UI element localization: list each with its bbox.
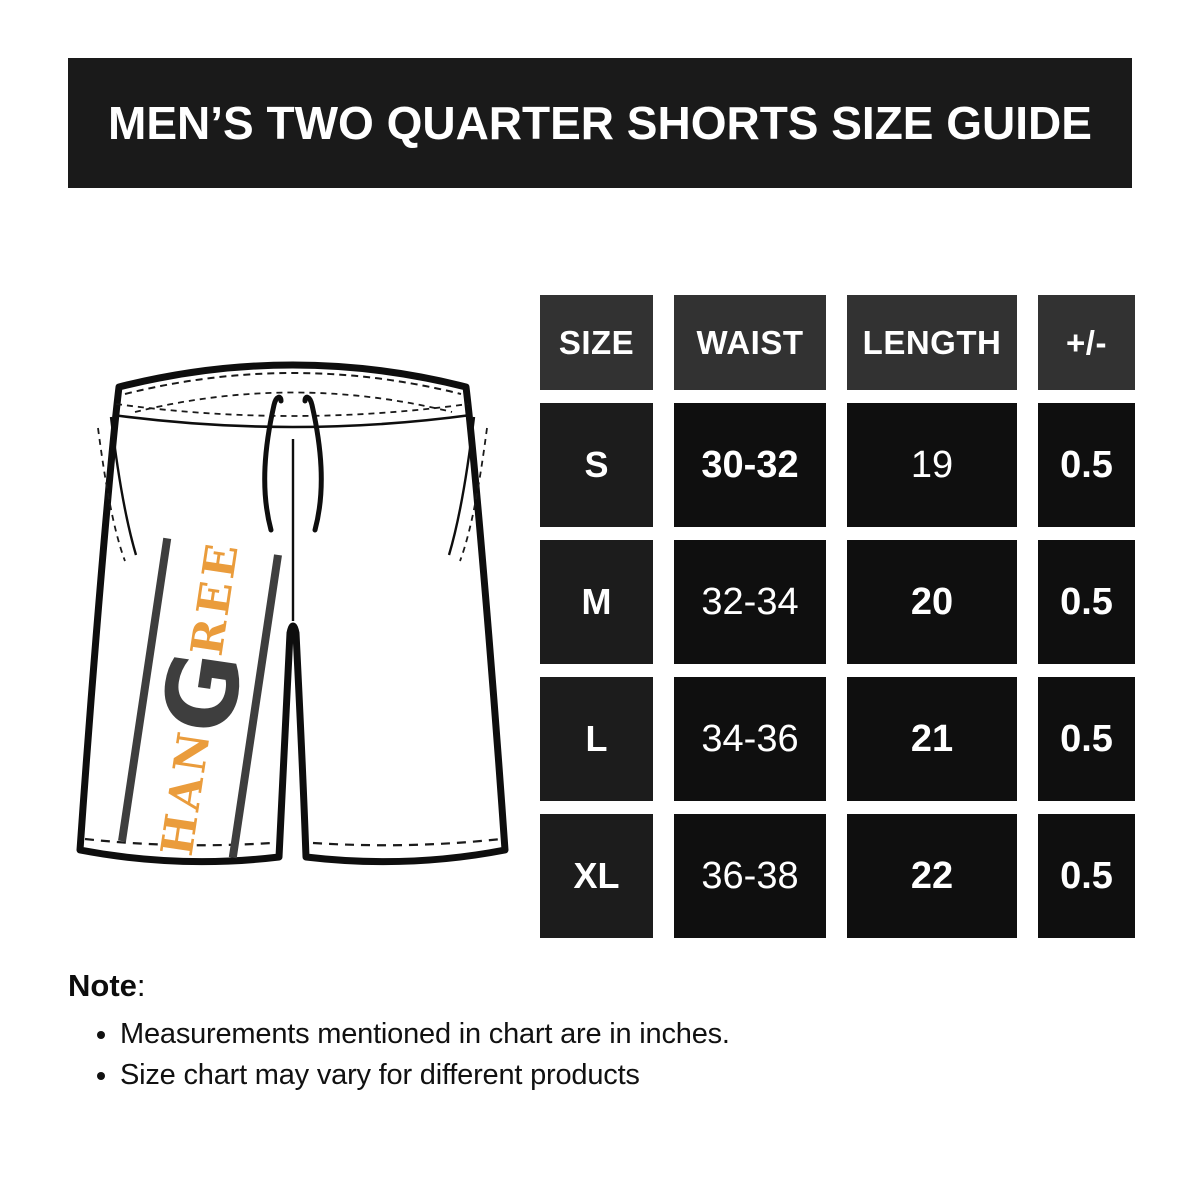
cell-tolerance-xl: 0.5	[1038, 814, 1135, 938]
cell-length-l: 21	[847, 677, 1017, 801]
cell-size-xl: XL	[540, 814, 653, 938]
shorts-line-art	[76, 361, 509, 866]
cell-tolerance-l: 0.5	[1038, 677, 1135, 801]
note-list: Measurements mentioned in chart are in i…	[68, 1014, 730, 1096]
logo-text-ree: REE	[181, 537, 250, 659]
cell-size-m: M	[540, 540, 653, 664]
size-chart-table: SIZE WAIST LENGTH +/- S 30-32 19 0.5 M 3…	[540, 295, 1135, 938]
header-banner: MEN’S TWO QUARTER SHORTS SIZE GUIDE	[68, 58, 1132, 188]
cell-waist-xl: 36-38	[674, 814, 826, 938]
note-bullet-inches: Measurements mentioned in chart are in i…	[120, 1014, 730, 1055]
note-bullet-variance: Size chart may vary for different produc…	[120, 1055, 730, 1096]
cell-size-s: S	[540, 403, 653, 527]
cell-length-m: 20	[847, 540, 1017, 664]
drawstring-right	[302, 394, 324, 533]
cell-waist-l: 34-36	[674, 677, 826, 801]
cell-waist-s: 30-32	[674, 403, 826, 527]
note-title: Note:	[68, 966, 730, 1006]
shorts-illustration: HAN G REE	[75, 333, 515, 908]
cell-size-l: L	[540, 677, 653, 801]
note-colon: :	[136, 968, 146, 1003]
note-label: Note	[68, 968, 137, 1003]
column-header-tolerance: +/-	[1038, 295, 1135, 390]
column-header-size: SIZE	[540, 295, 653, 390]
cell-tolerance-s: 0.5	[1038, 403, 1135, 527]
page-title: MEN’S TWO QUARTER SHORTS SIZE GUIDE	[108, 97, 1092, 149]
logo-text-han: HAN	[151, 725, 222, 860]
cell-tolerance-m: 0.5	[1038, 540, 1135, 664]
drawstring-left	[262, 394, 284, 533]
cell-length-xl: 22	[847, 814, 1017, 938]
cell-waist-m: 32-34	[674, 540, 826, 664]
note-section: Note: Measurements mentioned in chart ar…	[68, 966, 730, 1096]
column-header-length: LENGTH	[847, 295, 1017, 390]
column-header-waist: WAIST	[674, 295, 826, 390]
cell-length-s: 19	[847, 403, 1017, 527]
logo-g-mark: G	[141, 644, 267, 741]
